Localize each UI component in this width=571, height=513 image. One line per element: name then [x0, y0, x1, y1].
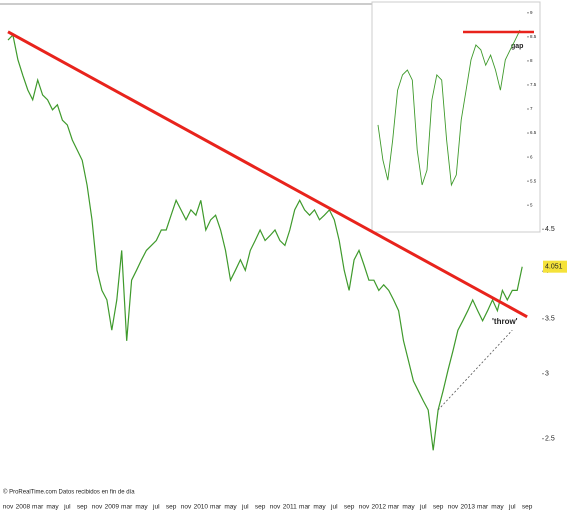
y-tick-label: 6 — [530, 154, 533, 159]
y-tick-label: 7.5 — [530, 82, 537, 87]
y-tick-label: 2.5 — [545, 436, 555, 443]
x-tick-label: nov — [448, 504, 459, 511]
price-line — [7, 33, 523, 451]
x-tick-label: sep — [255, 504, 266, 511]
price-line — [377, 29, 521, 187]
y-tick-label: 8.5 — [530, 34, 537, 39]
x-tick-label: sep — [433, 504, 444, 511]
y-tick-label: 4.5 — [545, 226, 555, 233]
x-tick-label: may — [313, 504, 326, 511]
x-tick-label: jul — [508, 504, 516, 511]
price-label: 4.051 — [545, 264, 563, 271]
x-tick-label: 2012 — [372, 504, 387, 511]
x-tick-label: sep — [522, 504, 533, 511]
x-tick-label: mar — [477, 504, 489, 511]
x-tick-label: mar — [121, 504, 133, 511]
x-tick-label: mar — [388, 504, 400, 511]
x-tick-label: 2008 — [16, 504, 31, 511]
x-tick-label: nov — [92, 504, 103, 511]
x-tick-label: may — [491, 504, 504, 511]
x-tick-label: jul — [241, 504, 249, 511]
inset-annotation: gap — [511, 43, 523, 50]
x-tick-label: sep — [77, 504, 88, 511]
y-tick-label: 8 — [530, 58, 533, 63]
annotation: 'throw' — [492, 317, 518, 326]
x-tick-label: nov — [3, 504, 14, 511]
inset-frame — [371, 1, 541, 233]
x-tick-label: jul — [330, 504, 338, 511]
support-line — [437, 329, 513, 411]
x-tick-label: may — [402, 504, 415, 511]
x-tick-label: may — [135, 504, 148, 511]
x-tick-label: sep — [344, 504, 355, 511]
y-tick-label: 3 — [545, 371, 549, 378]
x-tick-label: nov — [359, 504, 370, 511]
x-tick-label: jul — [419, 504, 427, 511]
x-tick-label: 2010 — [194, 504, 209, 511]
y-tick-label: 7 — [530, 106, 533, 111]
y-tick-label: 6.5 — [530, 130, 537, 135]
x-tick-label: jul — [152, 504, 160, 511]
x-tick-label: 2013 — [461, 504, 476, 511]
x-tick-label: mar — [299, 504, 311, 511]
trendline — [7, 30, 528, 319]
x-tick-label: sep — [166, 504, 177, 511]
price-box — [543, 260, 567, 273]
y-tick-label: 3.5 — [545, 316, 555, 323]
x-tick-label: 2011 — [283, 504, 297, 511]
x-tick-label: nov — [181, 504, 192, 511]
x-tick-label: jul — [63, 504, 71, 511]
x-tick-label: 2009 — [105, 504, 120, 511]
y-tick-label: 9 — [530, 10, 533, 15]
y-tick-label: 5.5 — [530, 178, 537, 183]
x-tick-label: nov — [270, 504, 281, 511]
footer: © ProRealTime.com Datos recibidos en fin… — [3, 489, 135, 496]
x-tick-label: mar — [210, 504, 222, 511]
y-tick-label: 5 — [530, 202, 533, 207]
x-tick-label: may — [224, 504, 237, 511]
x-tick-label: mar — [32, 504, 44, 511]
x-tick-label: may — [46, 504, 59, 511]
